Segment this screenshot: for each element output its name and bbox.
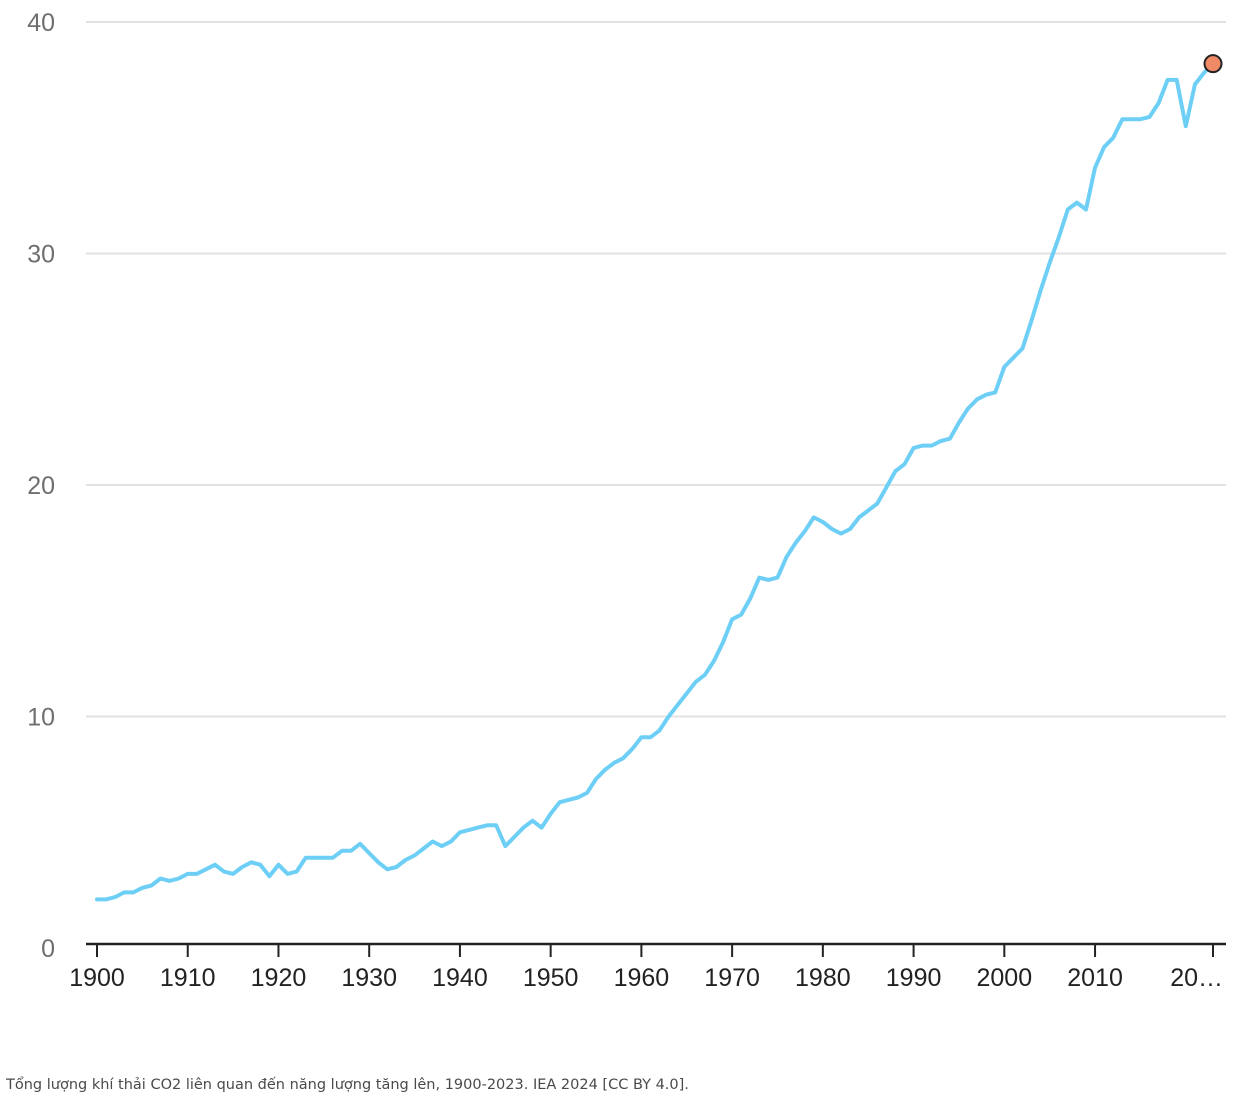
x-tick-label: 1950 [523,964,579,992]
x-tick-label: 1900 [69,964,125,992]
latest-value-marker [1203,54,1223,74]
y-tick-label: 30 [27,241,55,269]
y-axis-tick-labels: 0 10 20 30 40 [27,9,55,963]
x-tick-label: 1940 [432,964,488,992]
y-tick-label: 20 [27,472,55,500]
x-tick-label: 2000 [977,964,1033,992]
x-tick-label: 1980 [795,964,851,992]
x-tick-label: 20… [1170,964,1223,992]
x-tick-label: 1970 [704,964,760,992]
series-layer [95,54,1223,902]
co2-emissions-line [95,61,1215,902]
x-axis [86,942,1226,957]
x-tick-label: 1920 [251,964,307,992]
figure-caption: Tổng lượng khí thải CO2 liên quan đến nă… [6,1077,689,1093]
gridlines [86,21,1226,718]
y-tick-label: 10 [27,704,55,732]
x-tick-label: 2010 [1067,964,1123,992]
y-tick-label: 40 [27,9,55,37]
x-tick-label: 1910 [160,964,216,992]
x-tick-label: 1960 [614,964,670,992]
x-tick-label: 1990 [886,964,942,992]
x-tick-label: 1930 [341,964,397,992]
y-tick-label: 0 [41,935,55,963]
x-axis-tick-labels: 1900 1910 1920 1930 1940 1950 1960 1970 1980 1990… [69,964,1223,992]
